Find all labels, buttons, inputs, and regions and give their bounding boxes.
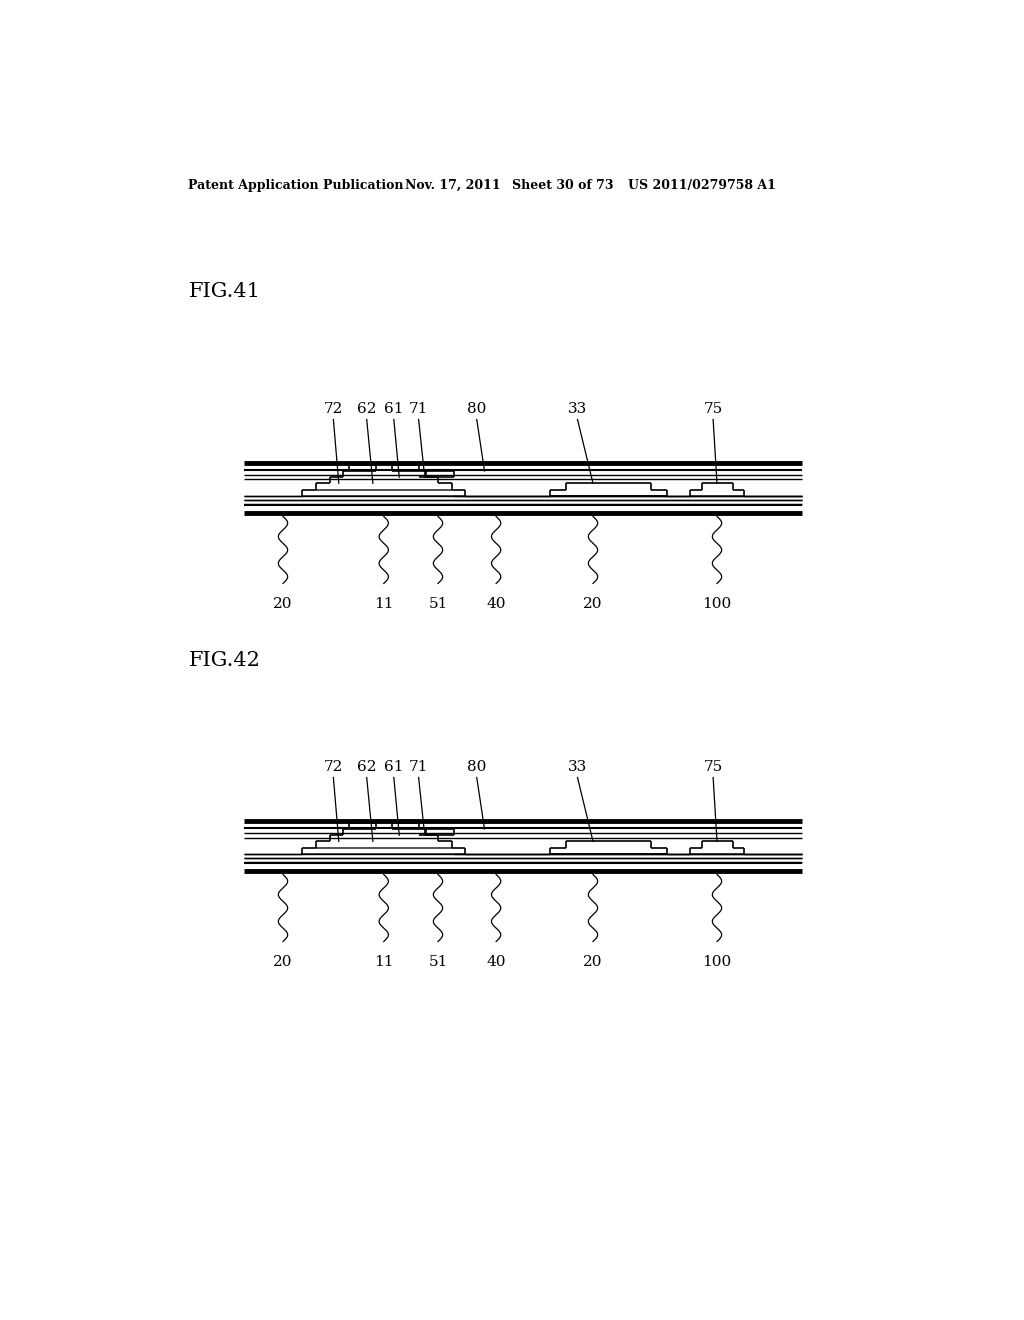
Text: 100: 100 (702, 956, 731, 969)
Text: 71: 71 (409, 403, 428, 416)
Text: 51: 51 (428, 598, 447, 611)
Text: 11: 11 (374, 598, 393, 611)
Text: 100: 100 (702, 598, 731, 611)
Text: 71: 71 (409, 760, 428, 775)
Text: US 2011/0279758 A1: US 2011/0279758 A1 (628, 180, 776, 193)
Text: 75: 75 (703, 760, 723, 775)
Text: 51: 51 (428, 956, 447, 969)
Bar (302, 853, 465, 855)
Text: 40: 40 (486, 598, 506, 611)
Text: Nov. 17, 2011: Nov. 17, 2011 (406, 180, 501, 193)
Text: 20: 20 (273, 956, 293, 969)
Text: 20: 20 (584, 956, 603, 969)
Bar (690, 495, 744, 498)
Text: 80: 80 (467, 760, 486, 775)
Text: 61: 61 (384, 760, 403, 775)
Text: 62: 62 (357, 403, 377, 416)
Text: 72: 72 (324, 760, 343, 775)
Text: 33: 33 (568, 403, 587, 416)
Text: 20: 20 (273, 598, 293, 611)
Bar (690, 853, 744, 855)
Text: 20: 20 (584, 598, 603, 611)
Text: 33: 33 (568, 760, 587, 775)
Bar (550, 495, 667, 498)
Bar (316, 488, 452, 491)
Text: Patent Application Publication: Patent Application Publication (188, 180, 403, 193)
Text: Sheet 30 of 73: Sheet 30 of 73 (512, 180, 613, 193)
Text: 75: 75 (703, 403, 723, 416)
Text: 62: 62 (357, 760, 377, 775)
Text: 40: 40 (486, 956, 506, 969)
Text: 11: 11 (374, 956, 393, 969)
Bar (550, 853, 667, 855)
Bar (316, 847, 452, 849)
Bar (302, 495, 465, 498)
Text: 80: 80 (467, 403, 486, 416)
Text: 72: 72 (324, 403, 343, 416)
Text: FIG.41: FIG.41 (188, 281, 260, 301)
Text: 61: 61 (384, 403, 403, 416)
Text: FIG.42: FIG.42 (188, 651, 260, 671)
